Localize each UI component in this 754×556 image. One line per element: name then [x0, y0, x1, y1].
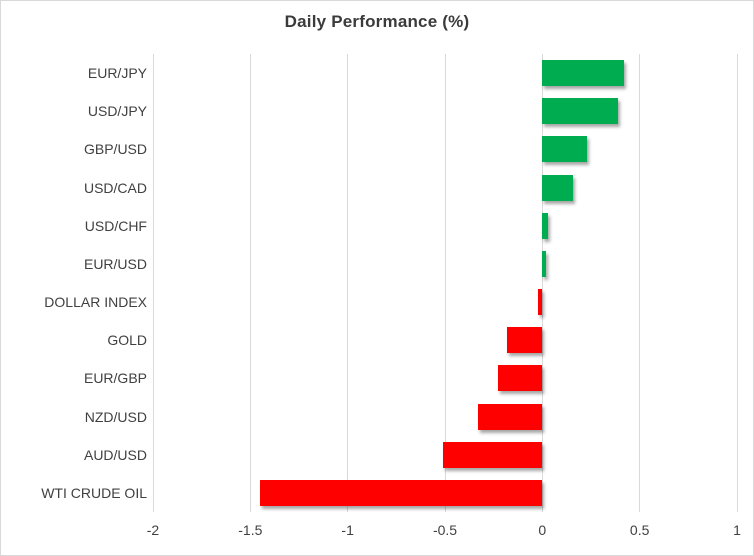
- bar-wti-crude-oil: [260, 479, 543, 506]
- gridline: [736, 54, 738, 512]
- x-tick-label: -1: [341, 522, 354, 538]
- x-tick-label: -1.5: [238, 522, 263, 538]
- category-label-eur-gbp: EUR/GBP: [83, 370, 147, 387]
- category-label-gold: GOLD: [107, 332, 147, 349]
- category-label-eur-jpy: EUR/JPY: [87, 65, 147, 81]
- gridline: [541, 54, 543, 512]
- chart-title: Daily Performance (%): [284, 12, 470, 31]
- category-label-nzd-usd: NZD/USD: [84, 408, 147, 425]
- x-tick-label: -2: [146, 522, 160, 538]
- gridline: [249, 54, 251, 512]
- bar-eur-gbp: [497, 365, 543, 392]
- y-axis-labels: EUR/JPY USD/JPY GBP/USD USD/CAD USD/CHF EUR/U…: [1, 54, 147, 512]
- bar-eur-usd: [542, 250, 547, 277]
- gridline: [347, 54, 349, 512]
- plot-area: [152, 54, 738, 512]
- bar-gold: [507, 327, 543, 354]
- gridline: [444, 54, 446, 512]
- bar-gbp-usd: [542, 136, 588, 163]
- gridline: [639, 54, 641, 512]
- bar-nzd-usd: [478, 403, 543, 430]
- category-label-usd-cad: USD/CAD: [83, 179, 147, 196]
- x-tick-label: -0.5: [432, 522, 458, 538]
- category-label-wti-crude-oil: WTI CRUDE OIL: [41, 484, 147, 501]
- bar-usd-jpy: [542, 98, 619, 125]
- category-label-usd-chf: USD/CHF: [84, 217, 147, 234]
- category-label-eur-usd: EUR/USD: [83, 255, 147, 272]
- x-tick-label: 0: [538, 522, 547, 538]
- bar-usd-chf: [542, 212, 549, 239]
- bar-eur-jpy: [542, 60, 625, 87]
- x-axis-ticks: -2 -1.5 -1 -0.5 0 0.5 1: [147, 522, 741, 542]
- gridline: [152, 54, 154, 512]
- x-tick-label: 1: [733, 522, 741, 538]
- bar-usd-cad: [542, 174, 574, 201]
- x-tick-label: 0.5: [629, 522, 650, 538]
- category-label-aud-usd: AUD/USD: [83, 446, 147, 463]
- bar-dollar-index: [538, 289, 543, 316]
- category-label-usd-jpy: USD/JPY: [87, 103, 147, 120]
- category-label-dollar-index: DOLLAR INDEX: [44, 294, 147, 310]
- category-label-gbp-usd: GBP/USD: [83, 141, 147, 158]
- bar-aud-usd: [443, 441, 543, 468]
